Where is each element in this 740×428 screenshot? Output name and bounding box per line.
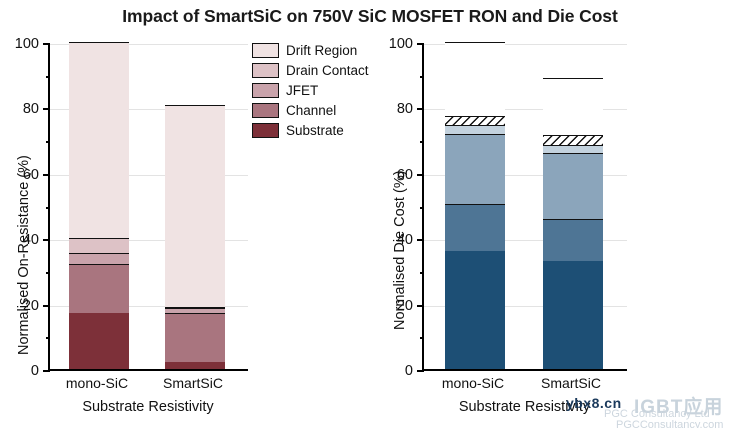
legend-item[interactable]: Substrate	[252, 120, 369, 140]
bar-segment-channel[interactable]	[165, 313, 225, 363]
y-axis-minor-tick	[46, 337, 50, 340]
y-axis-tick-label: 60	[396, 166, 413, 183]
y-axis-minor-tick	[420, 271, 424, 274]
gridline	[50, 109, 248, 111]
bar-segment-jfet[interactable]	[69, 252, 129, 265]
gridline	[424, 174, 627, 176]
y-axis-tick	[43, 304, 50, 307]
bar-segment-fabrication[interactable]	[445, 133, 505, 204]
legend-item[interactable]: Channel	[252, 100, 369, 120]
y-axis-tick-label: 100	[388, 36, 413, 52]
left-x-axis-label: Substrate Resistivity	[82, 399, 214, 415]
die-cost-chart-panel: Normalised Die Cost (%) Substrate Resist…	[380, 0, 740, 428]
legend-label: Substrate	[286, 122, 344, 138]
legend-label: Channel	[286, 102, 337, 118]
y-axis-tick	[43, 108, 50, 111]
y-axis-minor-tick	[420, 337, 424, 340]
bar-segment-substrate[interactable]	[543, 261, 603, 369]
y-axis-tick-label: 80	[396, 101, 413, 118]
y-axis-tick-label: 0	[30, 363, 39, 379]
bar-segment-substrate[interactable]	[69, 313, 129, 369]
bar-segment-epi-yield[interactable]	[445, 115, 505, 126]
ron-chart-panel: Normalised On-Resistance (%) Substrate R…	[15, 36, 369, 415]
bar-segment-drain-contact[interactable]	[69, 238, 129, 253]
y-axis-minor-tick	[420, 75, 424, 78]
legend-label: JFET	[286, 82, 319, 98]
gridline	[424, 109, 627, 111]
gridline	[424, 44, 627, 45]
bar-segment-channel[interactable]	[69, 264, 129, 314]
gridline	[424, 305, 627, 307]
y-axis-minor-tick	[420, 206, 424, 209]
gridline	[424, 240, 627, 242]
y-axis-tick-label: 60	[22, 166, 39, 183]
right-x-axis-label: Substrate Resistivity	[458, 399, 591, 415]
bar-segment-epitaxy[interactable]	[543, 218, 603, 262]
y-axis-minor-tick	[46, 75, 50, 78]
y-axis-tick	[417, 173, 424, 176]
bar-segment-substrate[interactable]	[165, 362, 225, 369]
x-axis-tick-label: SmartSiC	[163, 375, 223, 391]
legend-item[interactable]: Drift Region	[252, 40, 369, 60]
gridline	[50, 305, 248, 307]
bar-segment-burn-in[interactable]	[445, 125, 505, 134]
gridline	[50, 240, 248, 242]
y-axis-tick	[43, 43, 50, 45]
bar-segment-die-yield[interactable]	[445, 42, 505, 116]
bar-segment-epi-yield[interactable]	[543, 135, 603, 146]
y-axis-tick-label: 80	[22, 101, 39, 118]
bar-mono-sic[interactable]	[445, 42, 505, 369]
legend-label: Drift Region	[286, 42, 358, 58]
legend-swatch-icon	[252, 42, 279, 58]
bar-segment-drift-region[interactable]	[69, 42, 129, 239]
bar-segment-die-yield[interactable]	[543, 77, 603, 136]
y-axis-tick-label: 40	[22, 232, 39, 249]
legend-swatch-icon	[252, 122, 279, 138]
y-axis-tick-label: 0	[404, 363, 413, 379]
bar-smartsic[interactable]	[165, 105, 225, 369]
y-axis-tick-label: 20	[396, 297, 413, 314]
y-axis-tick	[43, 370, 50, 372]
bar-mono-sic[interactable]	[69, 42, 129, 369]
left-y-axis-label: Normalised On-Resistance (%)	[16, 155, 32, 355]
legend-label: Drain Contact	[286, 62, 369, 78]
y-axis-tick	[417, 370, 424, 372]
x-axis-tick-label: SmartSiC	[541, 375, 601, 391]
page-title: Impact of SmartSiC on 750V SiC MOSFET RO…	[122, 6, 618, 26]
y-axis-tick-label: 20	[22, 297, 39, 314]
y-axis-tick-label: 100	[14, 36, 39, 52]
y-axis-minor-tick	[46, 206, 50, 209]
left-legend: Drift Region Drain Contact JFET Channel Subs…	[252, 40, 369, 140]
bar-segment-jfet[interactable]	[165, 307, 225, 314]
bar-smartsic[interactable]	[543, 77, 603, 369]
bar-segment-substrate[interactable]	[445, 251, 505, 369]
y-axis-tick	[417, 108, 424, 111]
y-axis-minor-tick	[46, 271, 50, 274]
y-axis-tick	[43, 239, 50, 242]
gridline	[50, 44, 248, 45]
bar-segment-drift-region[interactable]	[165, 105, 225, 307]
y-axis-tick-label: 40	[396, 232, 413, 249]
y-axis-tick	[417, 43, 424, 45]
x-axis-tick-label: mono-SiC	[65, 375, 129, 391]
right-plot-area: 0 20 40 60 80 100	[389, 36, 627, 379]
gridline	[50, 174, 248, 176]
left-plot-area: 0 20 40 60 80 100	[15, 36, 248, 379]
legend-swatch-icon	[252, 82, 279, 98]
y-axis-minor-tick	[46, 141, 50, 144]
bar-segment-burn-in[interactable]	[543, 145, 603, 154]
bar-segment-fabrication[interactable]	[543, 153, 603, 219]
x-axis-tick-label: mono-SiC	[441, 375, 505, 391]
bar-segment-drain-contact[interactable]	[165, 306, 225, 308]
bar-segment-epitaxy[interactable]	[445, 203, 505, 252]
y-axis-minor-tick	[420, 141, 424, 144]
y-axis-tick	[417, 239, 424, 242]
y-axis-tick	[43, 173, 50, 176]
legend-item[interactable]: JFET	[252, 80, 369, 100]
y-axis-tick	[417, 304, 424, 307]
legend-swatch-icon	[252, 102, 279, 118]
legend-item[interactable]: Drain Contact	[252, 60, 369, 80]
legend-swatch-icon	[252, 62, 279, 78]
